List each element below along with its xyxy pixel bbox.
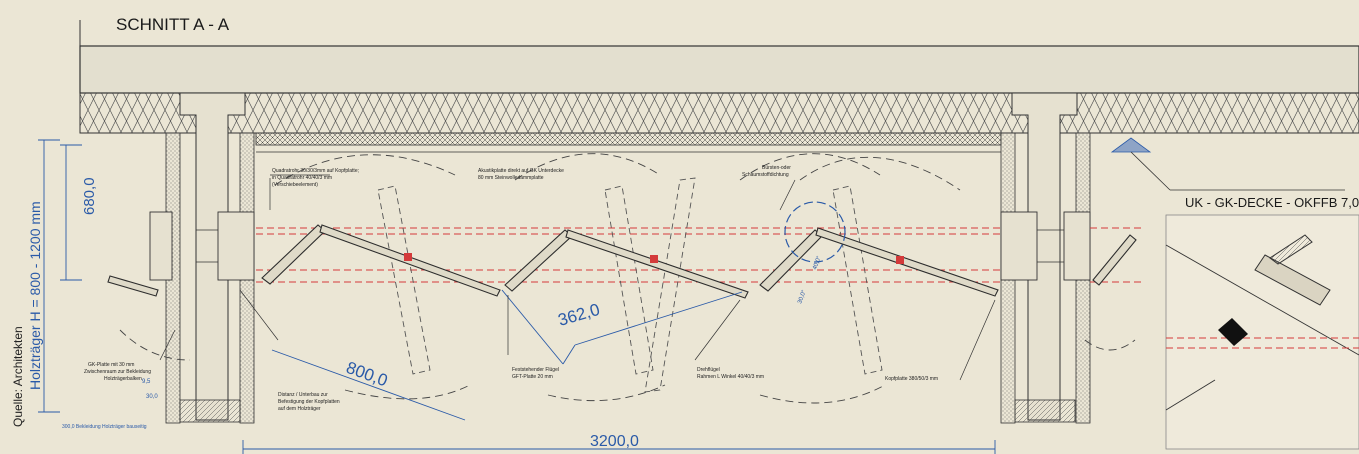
- annotations: Quadratrohr 30/30/3mm auf Kopfplatte; in…: [84, 165, 938, 412]
- pivot-markers: [404, 253, 904, 264]
- level-label: UK - GK-DECKE - OKFFB 7,00 m: [1185, 195, 1359, 210]
- note-quadratrohr-1: Quadratrohr 30/30/3mm auf Kopfplatte;: [272, 168, 359, 174]
- note-kopfplatte: Kopfplatte 380/50/3 mm: [885, 376, 938, 382]
- dimension-lines: [38, 139, 996, 454]
- note-gk-1: GK-Platte mit 30 mm: [88, 362, 134, 368]
- note-akustik-1: Akustikplatte direkt auf GK Unterdecke: [478, 168, 564, 174]
- note-quadratrohr-3: (Verschiebeelement): [272, 182, 318, 188]
- dim-9-5: 9,5: [142, 379, 151, 385]
- dim-362: 362,0: [556, 300, 602, 330]
- note-dreh-2: Rahmen L Winkel 40/40/3 mm: [697, 374, 764, 380]
- note-dreh-1: Drehflügel: [697, 367, 720, 373]
- dim-680: 680,0: [81, 177, 98, 215]
- dim-beam-height: Holzträger H = 800 - 1200 mm: [27, 201, 43, 390]
- detail-inset: [1165, 214, 1359, 450]
- note-buersten-1: Bürsten-oder: [762, 165, 791, 171]
- dim-cladding: 300,0 Bekleidung Holzträger bauseitig: [62, 424, 147, 430]
- dim-800: 800,0: [344, 358, 390, 390]
- note-gk-3: Holzträgerbalken: [104, 376, 142, 382]
- note-buersten-2: Schaumstoffdichtung: [742, 172, 789, 178]
- drawing-title: SCHNITT A - A: [116, 15, 230, 34]
- note-quadratrohr-2: in Quadratrohr 40/40/3 mm: [272, 175, 332, 181]
- leader-lines: [159, 174, 996, 381]
- hidden-lines: [256, 227, 1145, 283]
- note-distanz-2: Befestigung der Kopfplatten: [278, 399, 340, 405]
- note-gk-2: Zwischenraum zur Bekleidung: [84, 369, 151, 375]
- note-fest-1: Feststehender Flügel: [512, 367, 559, 373]
- note-distanz-3: auf dem Holzträger: [278, 406, 321, 412]
- detail-circle: [784, 201, 846, 263]
- ceiling-slab: [79, 20, 1359, 153]
- left-structure: [149, 92, 255, 424]
- dim-3200: 3200,0: [590, 433, 639, 450]
- dim-30: 30,0: [146, 394, 158, 400]
- right-structure: [1000, 92, 1091, 424]
- angle-30: 30,0°: [797, 289, 808, 305]
- level-marker: UK - GK-DECKE - OKFFB 7,00 m: [1110, 137, 1359, 210]
- blades: [107, 224, 1137, 299]
- ghost-blades: [377, 177, 883, 393]
- angle-40: 40,0°: [812, 255, 823, 271]
- note-fest-2: GFT-Platte 20 mm: [512, 374, 553, 380]
- note-akustik-2: 80 mm Steinwolledämmplatte: [478, 175, 544, 181]
- note-distanz-1: Distanz / Unterbau zur: [278, 392, 328, 398]
- source-credit: Quelle: Architekten: [11, 326, 25, 427]
- swing-arcs: [119, 153, 1136, 404]
